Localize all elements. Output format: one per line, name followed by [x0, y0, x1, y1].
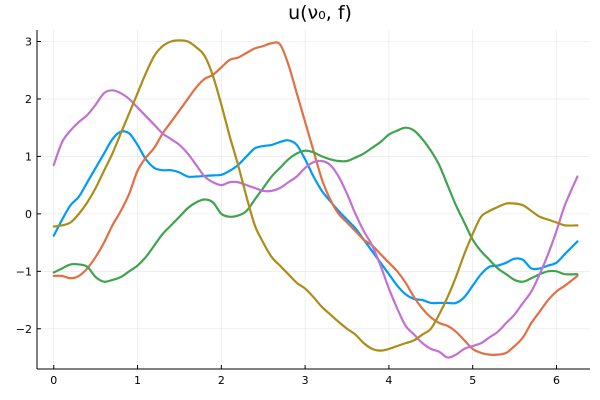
series-line-5	[52, 39, 579, 352]
x-tick-label: 2	[218, 374, 225, 387]
y-tick-label: 3	[25, 35, 32, 48]
x-tick-label: 1	[134, 374, 141, 387]
series-line-2	[52, 41, 579, 356]
axes	[36, 30, 590, 370]
y-tick-label: −1	[16, 265, 32, 278]
x-tick-label: 5	[469, 374, 476, 387]
series-line-1	[52, 130, 579, 305]
chart-title: u(ν₀, f)	[288, 2, 352, 24]
series-lines	[52, 39, 579, 359]
y-tick-label: 0	[25, 208, 32, 221]
series-line-3	[52, 126, 579, 283]
x-tick-label: 6	[553, 374, 560, 387]
y-tick-label: 1	[25, 150, 32, 163]
series-line-4	[52, 89, 579, 359]
x-tick-label: 0	[50, 374, 57, 387]
grid	[37, 30, 590, 369]
tick-labels: 0 1 2 3 4 5 6 −2 −1 0 1 2 3	[16, 35, 560, 387]
y-tick-label: 2	[25, 93, 32, 106]
y-tick-label: −2	[16, 323, 32, 336]
x-tick-label: 3	[302, 374, 309, 387]
x-tick-label: 4	[385, 374, 392, 387]
